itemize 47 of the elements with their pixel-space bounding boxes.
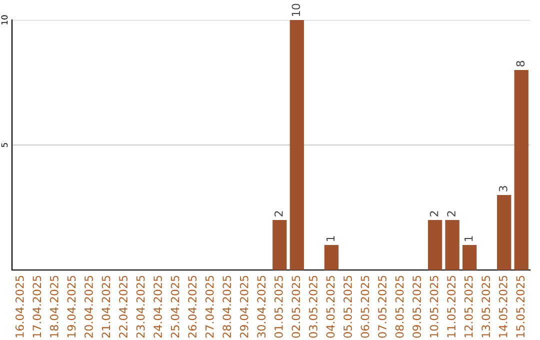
x-tick-label: 18.04.2025 <box>50 276 58 338</box>
x-tick-label: 20.04.2025 <box>84 276 93 338</box>
bar <box>272 220 287 270</box>
x-tick-label: 24.04.2025 <box>154 276 162 338</box>
x-tick-label: 10.05.2025 <box>430 276 438 338</box>
bar <box>514 70 528 270</box>
x-tick-label: 03.05.2025 <box>308 276 318 338</box>
x-tick-label: 11.05.2025 <box>447 276 456 338</box>
x-tick-label: 29.04.2025 <box>240 276 248 338</box>
x-tick-label: 23.04.2025 <box>136 276 145 338</box>
x-tick-label: 12.05.2025 <box>464 276 473 338</box>
x-tick-label: 16.04.2025 <box>15 276 24 338</box>
x-tick-label: 14.05.2025 <box>498 276 508 338</box>
x-tick-label: 13.05.2025 <box>482 276 490 338</box>
x-tick-label: 15.05.2025 <box>516 276 525 338</box>
x-tick-label: 01.05.2025 <box>274 276 283 338</box>
x-tick-label: 08.05.2025 <box>395 276 404 338</box>
bar <box>497 195 512 270</box>
x-tick-label: 19.04.2025 <box>67 276 76 338</box>
x-tick-label: 02.05.2025 <box>292 276 300 338</box>
x-tick-label: 06.05.2025 <box>360 276 370 338</box>
data-label: 2 <box>430 211 438 216</box>
data-label: 1 <box>326 236 334 241</box>
bar <box>428 220 442 270</box>
data-label: 3 <box>498 186 508 192</box>
bar <box>462 245 477 270</box>
x-tick-label: 04.05.2025 <box>326 276 335 338</box>
y-tick-label: 5 <box>1 143 8 148</box>
bar <box>324 245 339 270</box>
data-label: 10 <box>292 4 300 16</box>
x-tick-label: 22.04.2025 <box>119 276 128 338</box>
x-tick-label: 28.04.2025 <box>222 276 232 338</box>
x-tick-label: 05.05.2025 <box>344 276 352 338</box>
x-tick-label: 26.04.2025 <box>188 276 197 338</box>
x-tick-label: 27.04.2025 <box>205 276 214 338</box>
x-tick-label: 17.04.2025 <box>32 276 42 338</box>
x-tick-label: 25.04.2025 <box>170 276 180 338</box>
data-label: 8 <box>516 60 525 66</box>
data-label: 2 <box>447 211 456 216</box>
data-label: 2 <box>274 211 283 216</box>
bar <box>290 20 304 270</box>
bar <box>445 220 460 270</box>
x-tick-label: 21.04.2025 <box>102 276 110 338</box>
x-tick-label: 30.04.2025 <box>257 276 266 338</box>
x-tick-label: 07.05.2025 <box>378 276 386 338</box>
data-label: 1 <box>464 236 473 241</box>
x-tick-label: 09.05.2025 <box>412 276 421 338</box>
